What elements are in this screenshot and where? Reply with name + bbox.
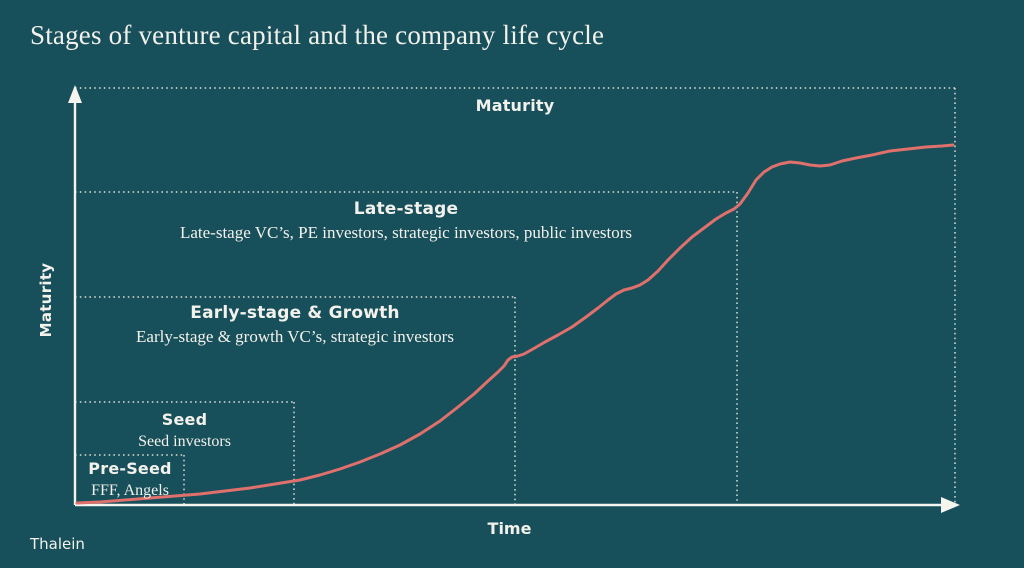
brand-logo-text: Thalein: [30, 535, 85, 553]
stage-label: Early-stage & Growth: [190, 303, 400, 323]
stage-investors: Early-stage & growth VC’s, strategic inv…: [136, 327, 454, 347]
stage-investors: Late-stage VC’s, PE investors, strategic…: [179, 223, 632, 243]
stage-label: Late-stage: [353, 199, 459, 219]
y-axis-label: Maturity: [37, 262, 55, 338]
page-title: Stages of venture capital and the compan…: [30, 20, 605, 50]
stage-investors: Seed investors: [138, 433, 231, 450]
stage-maturity: Maturity: [75, 96, 955, 118]
x-axis-arrow-icon: [941, 497, 960, 513]
stage-label: Pre-Seed: [88, 459, 172, 478]
y-axis-arrow-icon: [68, 85, 82, 103]
stage-boundaries: [75, 87, 956, 505]
stage-late-stage: Late-stage Late-stage VC’s, PE investors…: [75, 199, 737, 244]
stage-label: Maturity: [475, 96, 555, 115]
stage-early-stage-growth: Early-stage & Growth Early-stage & growt…: [75, 303, 515, 348]
growth-curve: [75, 143, 955, 505]
stage-label: Seed: [161, 410, 208, 429]
x-axis-label: Time: [487, 519, 532, 538]
stage-seed: Seed Seed investors: [75, 410, 294, 452]
stage-investors: FFF, Angels: [91, 482, 169, 499]
stage-pre-seed: Pre-Seed FFF, Angels: [75, 459, 185, 501]
